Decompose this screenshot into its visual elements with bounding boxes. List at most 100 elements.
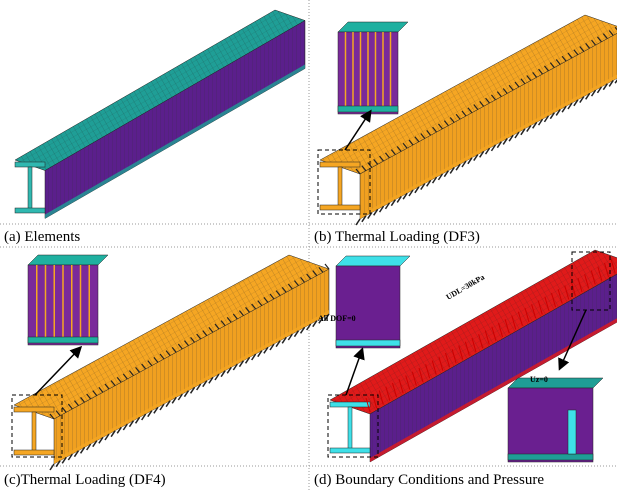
fin — [244, 356, 251, 364]
fin — [104, 433, 110, 441]
annotation: UDL=30kPa — [445, 273, 487, 302]
fin — [183, 390, 190, 398]
fin — [549, 62, 555, 69]
fin — [165, 350, 171, 357]
pressure-arrow — [544, 296, 550, 311]
pressure-arrow — [517, 311, 523, 326]
fin — [122, 423, 128, 431]
inset-flange — [337, 105, 399, 113]
fin — [602, 33, 608, 40]
fin — [431, 176, 438, 184]
arrow — [558, 309, 587, 371]
arrow — [34, 345, 83, 396]
pressure-arrow — [557, 289, 563, 304]
fin — [496, 141, 502, 149]
fin — [141, 363, 147, 370]
fin — [614, 79, 617, 84]
fin — [251, 353, 257, 361]
fin — [508, 134, 514, 142]
end-section — [319, 204, 361, 211]
beam-side-lines — [45, 20, 305, 219]
fin — [287, 283, 293, 290]
fin — [183, 340, 189, 347]
fin — [573, 99, 579, 107]
pressure-arrow — [431, 360, 437, 375]
fin — [508, 84, 514, 91]
beam-side-lines — [370, 274, 617, 462]
beam-mesh — [14, 255, 329, 419]
pressure-arrow — [504, 319, 510, 334]
fin — [432, 126, 438, 133]
beam-bottom — [45, 64, 305, 219]
inset-flange — [27, 336, 99, 344]
fin — [484, 147, 491, 155]
fin — [490, 94, 496, 101]
fin — [263, 346, 269, 354]
pressure-arrow — [372, 394, 378, 409]
fin — [396, 146, 402, 152]
fin — [306, 273, 312, 280]
fin — [585, 92, 591, 100]
beam-bottom — [54, 310, 329, 464]
fin — [532, 71, 538, 78]
fin — [614, 26, 617, 31]
fin — [324, 263, 330, 270]
fin — [159, 403, 165, 411]
fin — [361, 165, 367, 172]
fin — [275, 340, 281, 348]
fin — [520, 78, 526, 85]
fin — [390, 149, 396, 156]
fin — [537, 118, 544, 126]
fin — [355, 218, 361, 226]
fin — [312, 270, 318, 277]
fin — [61, 456, 67, 464]
fin — [520, 128, 526, 136]
beam-bottom — [360, 74, 617, 219]
pressure-arrow — [564, 285, 570, 300]
fin — [171, 396, 177, 404]
fin — [110, 430, 116, 438]
pressure-arrow — [471, 337, 477, 353]
fin — [318, 266, 324, 273]
fin — [573, 49, 579, 56]
fin — [384, 152, 390, 159]
fin — [135, 366, 141, 373]
fin — [220, 320, 226, 327]
dashed-box — [11, 394, 63, 458]
fin — [269, 343, 275, 351]
fin — [567, 102, 573, 110]
fin — [443, 170, 449, 178]
fin — [479, 150, 485, 158]
fin — [226, 316, 232, 323]
fin — [165, 400, 171, 408]
fin — [55, 460, 61, 468]
fin — [567, 52, 573, 59]
fin — [196, 333, 202, 340]
pressure-arrow — [478, 334, 484, 349]
fin — [461, 160, 467, 168]
fin — [92, 440, 98, 448]
arrow — [345, 347, 365, 396]
fin — [532, 121, 538, 129]
fin — [202, 380, 208, 388]
end-section — [329, 401, 371, 408]
pressure-arrow — [491, 326, 497, 341]
end-section — [13, 406, 55, 413]
dashed-box — [317, 149, 371, 215]
fin — [461, 110, 467, 117]
pressure-arrow — [458, 345, 464, 360]
pressure-arrow — [610, 259, 616, 274]
inset-flange — [507, 453, 594, 461]
inset-top — [335, 255, 411, 267]
pressure-arrow — [597, 266, 603, 281]
support — [567, 409, 577, 455]
beam-bottom — [370, 318, 617, 462]
fin — [426, 179, 432, 187]
pressure-arrow — [584, 274, 590, 289]
arrow — [344, 109, 372, 151]
fin — [177, 393, 183, 401]
pressure-arrow — [405, 375, 411, 390]
fin — [555, 109, 561, 116]
fin — [502, 138, 508, 145]
fin — [147, 360, 153, 367]
